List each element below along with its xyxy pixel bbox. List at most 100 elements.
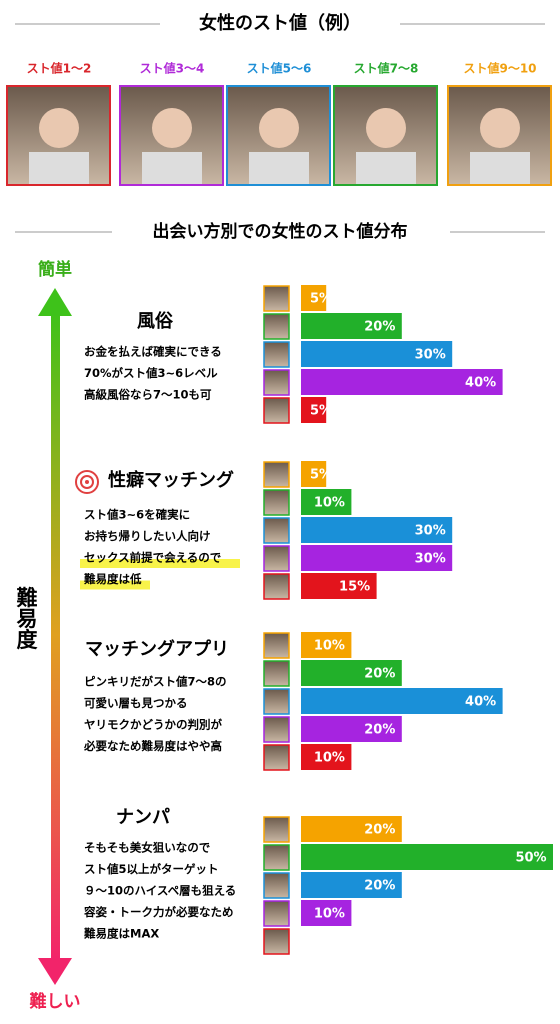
icon	[75, 470, 99, 494]
note: お金を払えば確実にできる	[84, 345, 222, 359]
face	[152, 108, 192, 148]
note: ９〜10のハイスペ層も狙える	[84, 884, 236, 898]
value-label: 10%	[314, 496, 345, 511]
note: セックス前提で会えるので	[84, 551, 221, 565]
face	[480, 108, 520, 148]
note: 必要なため難易度はやや高	[83, 739, 222, 753]
value-label: 20%	[364, 723, 395, 738]
bar	[301, 844, 553, 870]
value-label: 50%	[515, 851, 546, 866]
value-label: 5%	[310, 468, 332, 483]
axis-label-bg	[10, 578, 40, 658]
body	[470, 152, 530, 184]
section-title: 出会い方別での女性のスト値分布	[153, 221, 408, 242]
value-label: 15%	[339, 580, 370, 595]
axis-bottom: 難しい	[30, 991, 81, 1012]
value-label: 10%	[314, 751, 345, 766]
level-label: スト値9〜10	[463, 61, 536, 76]
thumbnail	[263, 744, 290, 771]
body	[356, 152, 416, 184]
value-label: 5%	[310, 292, 332, 307]
face	[259, 108, 299, 148]
thumbnail	[263, 461, 290, 488]
level-label: スト値5〜6	[247, 61, 312, 76]
body	[142, 152, 202, 184]
value-label: 10%	[314, 907, 345, 922]
value-label: 30%	[415, 348, 446, 363]
bar	[301, 369, 503, 395]
note: スト値5以上がターゲット	[84, 862, 219, 876]
thumbnail	[263, 632, 290, 659]
thumbnail	[263, 397, 290, 424]
value-label: 20%	[364, 823, 395, 838]
thumbnail	[263, 285, 290, 312]
note: 70%がスト値3~6レベル	[84, 366, 218, 380]
group-title: ナンパ	[116, 807, 170, 828]
note: 高級風俗なら7〜10も可	[84, 388, 212, 402]
thumbnail	[263, 545, 290, 572]
thumbnail	[263, 573, 290, 600]
thumbnail	[263, 816, 290, 843]
thumbnail	[263, 313, 290, 340]
value-label: 10%	[314, 639, 345, 654]
thumbnail	[263, 341, 290, 368]
bar	[301, 900, 352, 926]
body	[29, 152, 89, 184]
thumbnail	[263, 688, 290, 715]
value-label: 20%	[364, 667, 395, 682]
value-label: 20%	[364, 879, 395, 894]
face	[39, 108, 79, 148]
value-label: 40%	[465, 695, 496, 710]
axis-top: 簡単	[37, 259, 72, 280]
bar	[301, 573, 377, 599]
thumbnail	[263, 716, 290, 743]
note: そもそも美女狙いなので	[84, 841, 210, 855]
bar	[301, 489, 352, 515]
group-title: 性癖マッチング	[108, 469, 234, 491]
note: 難易度はMAX	[84, 927, 159, 941]
bar	[301, 313, 402, 339]
bar	[301, 461, 327, 487]
face	[366, 108, 406, 148]
bar	[301, 660, 402, 686]
bar	[301, 816, 402, 842]
group-title: 風俗	[137, 310, 174, 332]
bar	[301, 397, 327, 423]
bar	[301, 744, 352, 770]
bar	[301, 688, 503, 714]
thumbnail	[263, 489, 290, 516]
axis-label: 難易度	[14, 586, 38, 651]
difficulty-arrow	[51, 310, 60, 960]
title: 女性のスト値（例）	[199, 12, 361, 34]
thumbnail	[263, 844, 290, 871]
thumbnail	[263, 900, 290, 927]
arrow-head	[38, 958, 72, 985]
thumbnail	[263, 517, 290, 544]
bar	[301, 872, 402, 898]
highlight	[80, 580, 150, 590]
note: ピンキリだがスト値7〜8の	[84, 675, 227, 689]
body	[249, 152, 309, 184]
note: ヤリモクかどうかの判別が	[84, 718, 222, 732]
note: 難易度は低	[84, 572, 142, 586]
level-label: スト値1〜2	[27, 61, 92, 76]
bar	[301, 341, 453, 367]
group-title: マッチングアプリ	[85, 638, 229, 660]
thumbnail	[263, 660, 290, 687]
highlight	[80, 559, 240, 568]
note: スト値3~6を確実に	[84, 508, 190, 522]
note: 容姿・トーク力が必要なため	[83, 905, 234, 919]
value-label: 5%	[310, 404, 332, 419]
thumbnail	[263, 369, 290, 396]
thumbnail	[263, 872, 290, 899]
bar	[301, 632, 352, 658]
note: お持ち帰りしたい人向け	[84, 529, 211, 543]
value-label: 30%	[415, 524, 446, 539]
level-label: スト値7〜8	[354, 61, 419, 76]
bar	[301, 716, 402, 742]
value-label: 40%	[465, 376, 496, 391]
level-label: スト値3〜4	[140, 61, 205, 76]
bar	[301, 545, 453, 571]
bar	[301, 517, 453, 543]
